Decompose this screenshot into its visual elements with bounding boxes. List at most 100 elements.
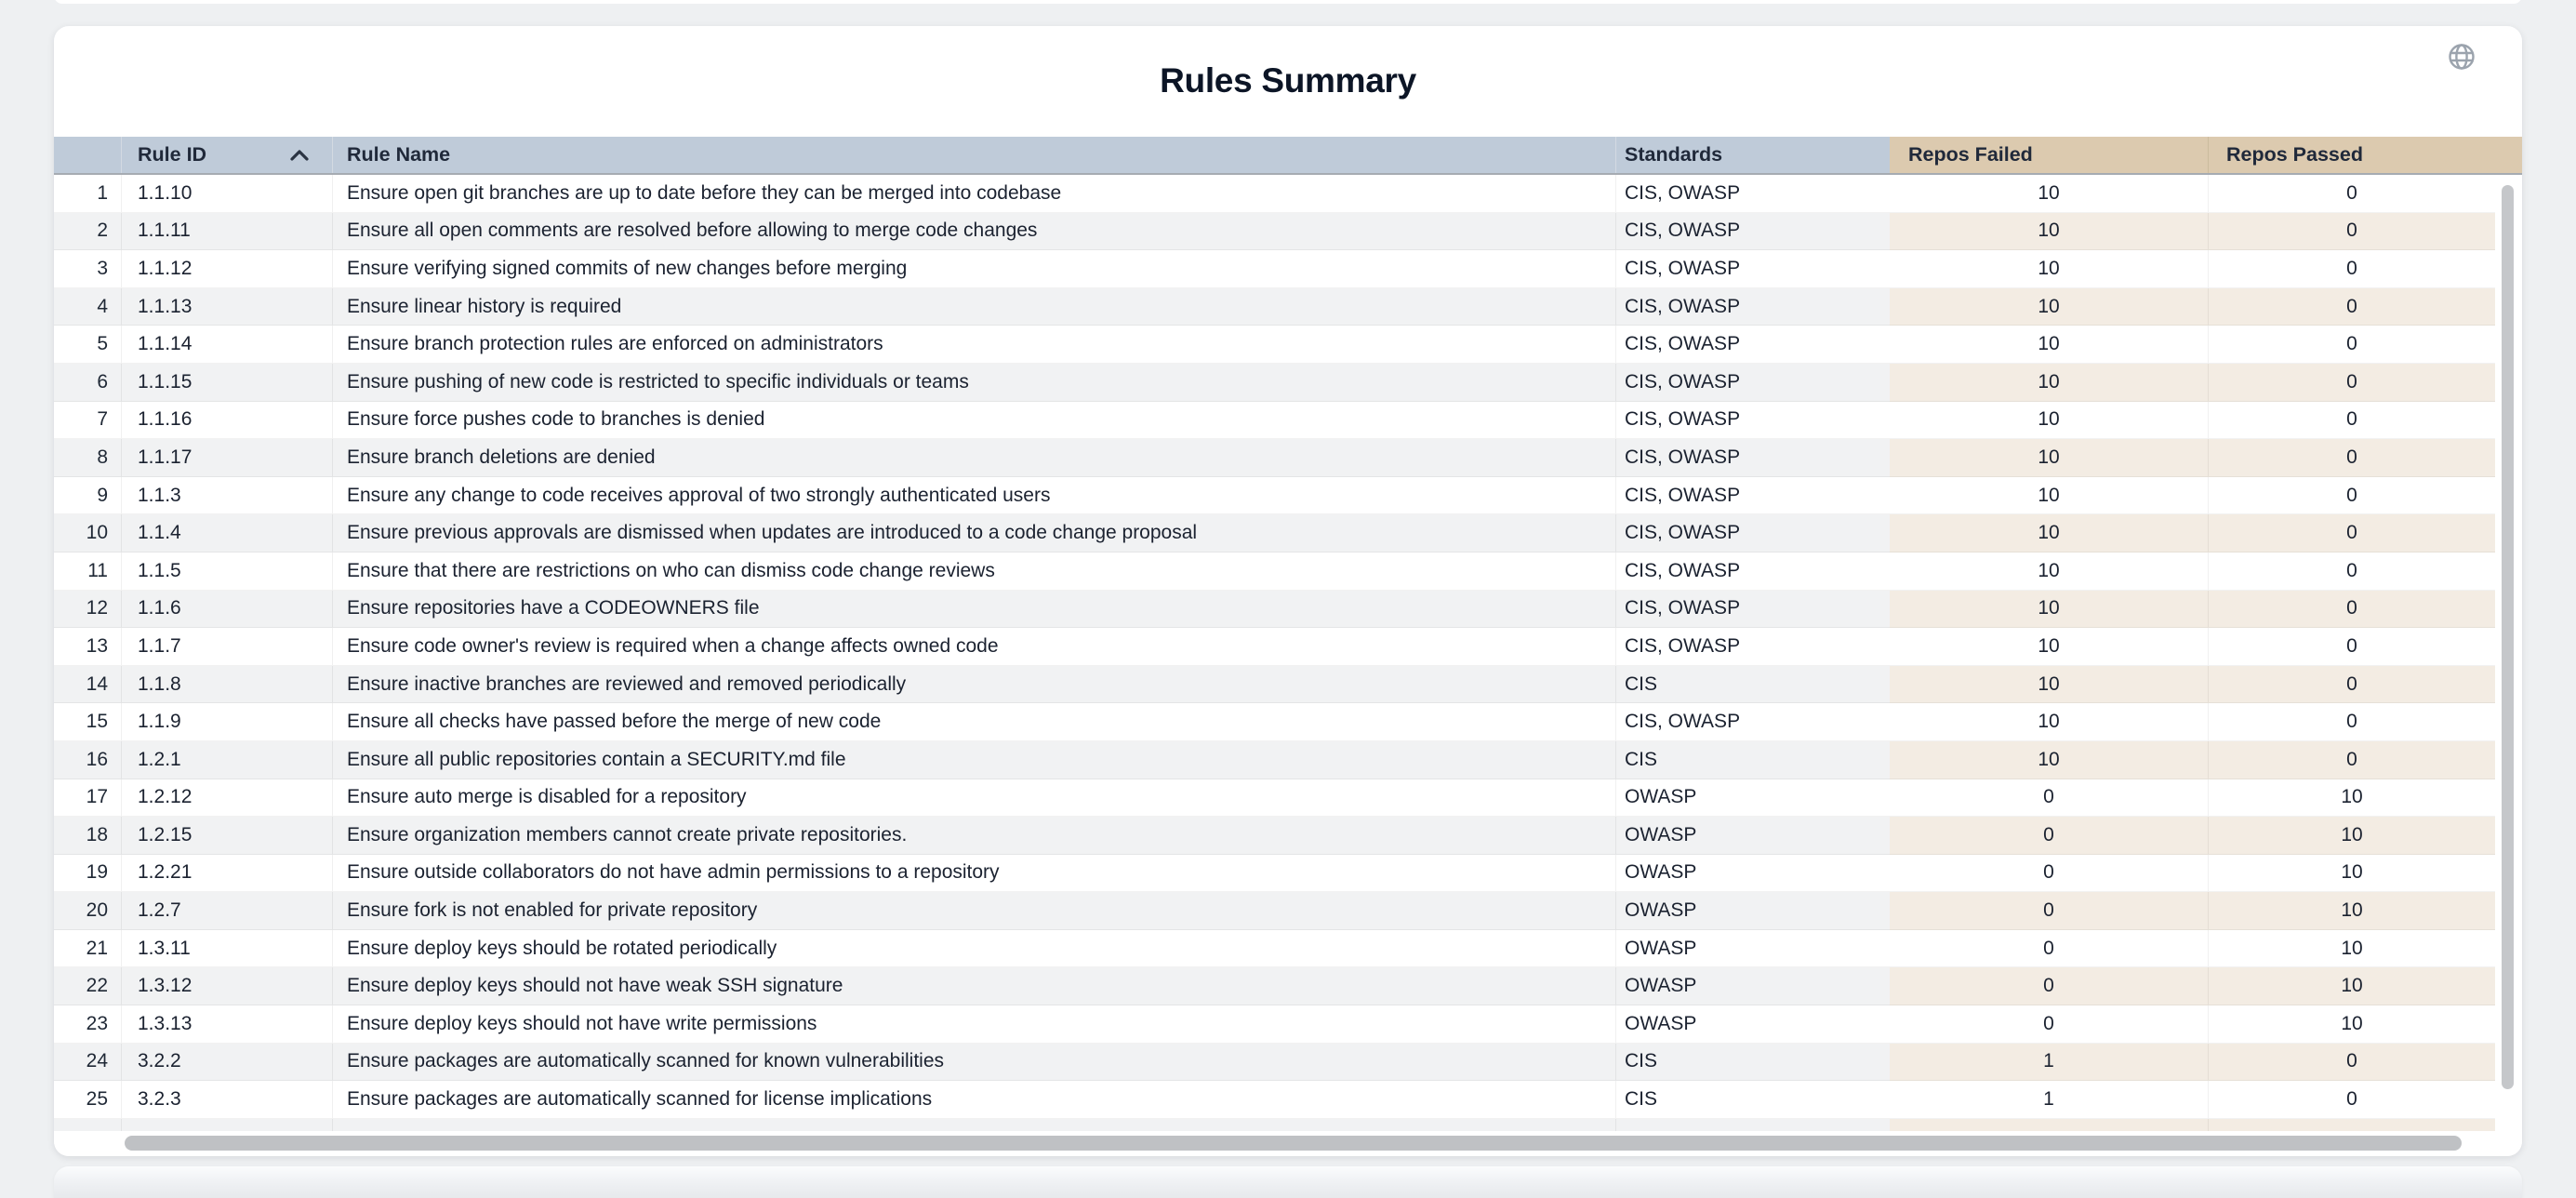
row-index-cell: 15	[54, 703, 121, 741]
row-index-cell: 21	[54, 930, 121, 968]
rule-id-cell	[121, 1119, 332, 1131]
row-index-cell: 14	[54, 666, 121, 704]
table-row[interactable]: 211.3.11Ensure deploy keys should be rot…	[54, 930, 2522, 968]
rule-id-cell: 1.3.13	[121, 1005, 332, 1044]
table-row[interactable]: 161.2.1Ensure all public repositories co…	[54, 741, 2522, 779]
row-index-cell: 9	[54, 477, 121, 515]
repos-passed-cell: 0	[2208, 477, 2495, 515]
column-header-rule-name[interactable]: Rule Name	[332, 137, 1615, 173]
column-header-repos-passed[interactable]: Repos Passed	[2208, 137, 2495, 173]
standards-cell: OWASP	[1615, 892, 1890, 930]
globe-button[interactable]	[2446, 41, 2477, 73]
row-index-cell: 1	[54, 175, 121, 213]
repos-passed-cell: 10	[2208, 967, 2495, 1005]
vertical-scrollbar-thumb[interactable]	[2502, 185, 2514, 1089]
table-row[interactable]	[54, 1119, 2522, 1131]
repos-failed-cell	[1890, 1119, 2208, 1131]
table-row[interactable]: 141.1.8Ensure inactive branches are revi…	[54, 666, 2522, 704]
horizontal-scrollbar-thumb[interactable]	[125, 1136, 2462, 1151]
row-index-cell: 16	[54, 741, 121, 779]
standards-cell: CIS	[1615, 666, 1890, 704]
column-header-gutter	[2495, 137, 2522, 173]
table-row[interactable]: 221.3.12Ensure deploy keys should not ha…	[54, 967, 2522, 1005]
table-row[interactable]: 111.1.5Ensure that there are restriction…	[54, 552, 2522, 591]
rule-id-cell: 1.1.15	[121, 364, 332, 402]
table-row[interactable]: 253.2.3Ensure packages are automatically…	[54, 1081, 2522, 1119]
standards-cell: CIS	[1615, 1044, 1890, 1082]
rule-name-cell: Ensure code owner's review is required w…	[332, 628, 1615, 666]
column-header-repos-failed[interactable]: Repos Failed	[1890, 137, 2208, 173]
table-row[interactable]: 101.1.4Ensure previous approvals are dis…	[54, 514, 2522, 552]
column-header-standards[interactable]: Standards	[1615, 137, 1890, 173]
table-row[interactable]: 121.1.6Ensure repositories have a CODEOW…	[54, 591, 2522, 629]
rule-name-cell: Ensure all public repositories contain a…	[332, 741, 1615, 779]
table-row[interactable]: 21.1.11Ensure all open comments are reso…	[54, 213, 2522, 251]
repos-passed-cell: 0	[2208, 402, 2495, 440]
standards-cell: CIS, OWASP	[1615, 628, 1890, 666]
row-index-cell: 20	[54, 892, 121, 930]
rule-id-cell: 1.1.17	[121, 439, 332, 477]
table-row[interactable]: 11.1.10Ensure open git branches are up t…	[54, 175, 2522, 213]
standards-cell: CIS	[1615, 1081, 1890, 1119]
repos-failed-cell: 10	[1890, 175, 2208, 213]
rule-id-cell: 3.2.3	[121, 1081, 332, 1119]
table-row[interactable]: 81.1.17Ensure branch deletions are denie…	[54, 439, 2522, 477]
repos-failed-cell: 10	[1890, 703, 2208, 741]
table-row[interactable]: 191.2.21Ensure outside collaborators do …	[54, 855, 2522, 893]
repos-failed-cell: 10	[1890, 250, 2208, 288]
table-row[interactable]: 31.1.12Ensure verifying signed commits o…	[54, 250, 2522, 288]
table-row[interactable]: 243.2.2Ensure packages are automatically…	[54, 1044, 2522, 1082]
table-row[interactable]: 151.1.9Ensure all checks have passed bef…	[54, 703, 2522, 741]
row-index-cell: 10	[54, 514, 121, 552]
rule-name-cell	[332, 1119, 1615, 1131]
standards-cell: CIS, OWASP	[1615, 477, 1890, 515]
row-index-cell: 13	[54, 628, 121, 666]
rule-name-cell: Ensure inactive branches are reviewed an…	[332, 666, 1615, 704]
repos-failed-cell: 1	[1890, 1044, 2208, 1082]
repos-failed-cell: 0	[1890, 892, 2208, 930]
column-header-rule-id[interactable]: Rule ID	[121, 137, 332, 173]
row-index-cell: 7	[54, 402, 121, 440]
repos-passed-cell: 0	[2208, 1081, 2495, 1119]
table-row[interactable]: 181.2.15Ensure organization members cann…	[54, 817, 2522, 855]
table-row[interactable]: 201.2.7Ensure fork is not enabled for pr…	[54, 892, 2522, 930]
repos-passed-cell: 0	[2208, 288, 2495, 326]
rule-name-cell: Ensure packages are automatically scanne…	[332, 1081, 1615, 1119]
standards-cell: CIS	[1615, 741, 1890, 779]
repos-failed-cell: 0	[1890, 967, 2208, 1005]
rule-id-cell: 1.3.11	[121, 930, 332, 968]
row-index-cell: 12	[54, 591, 121, 629]
table-row[interactable]: 171.2.12Ensure auto merge is disabled fo…	[54, 779, 2522, 818]
column-header-repos-failed-label: Repos Failed	[1908, 143, 2033, 166]
table-row[interactable]: 41.1.13Ensure linear history is required…	[54, 288, 2522, 326]
table-row[interactable]: 131.1.7Ensure code owner's review is req…	[54, 628, 2522, 666]
repos-failed-cell: 10	[1890, 666, 2208, 704]
row-index-cell: 17	[54, 779, 121, 818]
table-row[interactable]: 51.1.14Ensure branch protection rules ar…	[54, 326, 2522, 364]
row-index-cell: 24	[54, 1044, 121, 1082]
row-index-cell: 23	[54, 1005, 121, 1044]
globe-icon	[2448, 43, 2476, 71]
repos-failed-cell: 10	[1890, 591, 2208, 629]
row-index-cell: 4	[54, 288, 121, 326]
table-row[interactable]: 91.1.3Ensure any change to code receives…	[54, 477, 2522, 515]
rule-id-cell: 1.3.12	[121, 967, 332, 1005]
table-row[interactable]: 231.3.13Ensure deploy keys should not ha…	[54, 1005, 2522, 1044]
repos-failed-cell: 0	[1890, 930, 2208, 968]
rule-id-cell: 1.1.16	[121, 402, 332, 440]
repos-passed-cell: 10	[2208, 855, 2495, 893]
rule-id-cell: 1.1.3	[121, 477, 332, 515]
rule-id-cell: 1.1.5	[121, 552, 332, 591]
rule-id-cell: 1.1.13	[121, 288, 332, 326]
rule-name-cell: Ensure packages are automatically scanne…	[332, 1044, 1615, 1082]
table-body: 11.1.10Ensure open git branches are up t…	[54, 175, 2522, 1131]
table-row[interactable]: 61.1.15Ensure pushing of new code is res…	[54, 364, 2522, 402]
row-index-cell: 22	[54, 967, 121, 1005]
table-row[interactable]: 71.1.16Ensure force pushes code to branc…	[54, 402, 2522, 440]
rule-id-cell: 1.1.6	[121, 591, 332, 629]
repos-passed-cell: 0	[2208, 514, 2495, 552]
standards-cell: CIS, OWASP	[1615, 591, 1890, 629]
repos-passed-cell: 10	[2208, 1005, 2495, 1044]
repos-failed-cell: 10	[1890, 326, 2208, 364]
next-card-edge	[54, 1166, 2522, 1198]
